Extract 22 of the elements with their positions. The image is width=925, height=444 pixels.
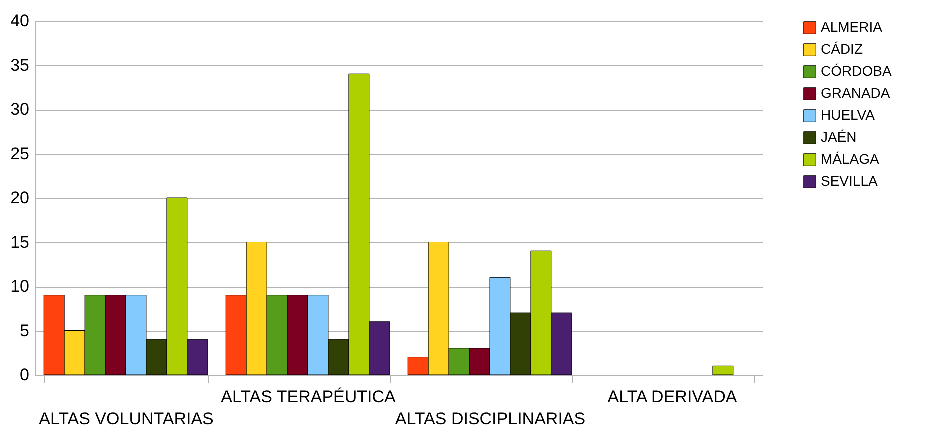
legend-label: CÓRDOBA — [821, 63, 892, 79]
x-tick-label: ALTA DERIVADA — [608, 388, 738, 406]
legend-label: ALMERIA — [821, 19, 884, 35]
y-tick-label: 40 — [10, 12, 30, 30]
y-tick-label: 20 — [10, 188, 30, 208]
legend-label: JAÉN — [821, 129, 857, 145]
legend-label: HUELVA — [821, 107, 876, 123]
y-tick-label: 35 — [10, 56, 30, 75]
y-tick-label: 5 — [20, 321, 30, 340]
x-tick-label: ALTAS TERAPÉUTICA — [221, 388, 397, 406]
legend-label: SEVILLA — [821, 173, 878, 189]
legend-label: MÁLAGA — [821, 151, 880, 167]
bar — [712, 366, 734, 376]
y-tick-label: 15 — [10, 232, 30, 252]
legend-label: CÁDIZ — [821, 41, 864, 57]
y-tick-label: 0 — [20, 366, 30, 384]
y-tick-label: 30 — [10, 100, 30, 119]
y-tick-label: 25 — [10, 144, 30, 164]
y-tick-label: 10 — [10, 277, 30, 296]
x-tick-label: ALTAS DISCIPLINARIAS — [395, 410, 586, 428]
legend-label: GRANADA — [821, 85, 891, 101]
x-tick-label: ALTAS VOLUNTARIAS — [39, 410, 214, 428]
